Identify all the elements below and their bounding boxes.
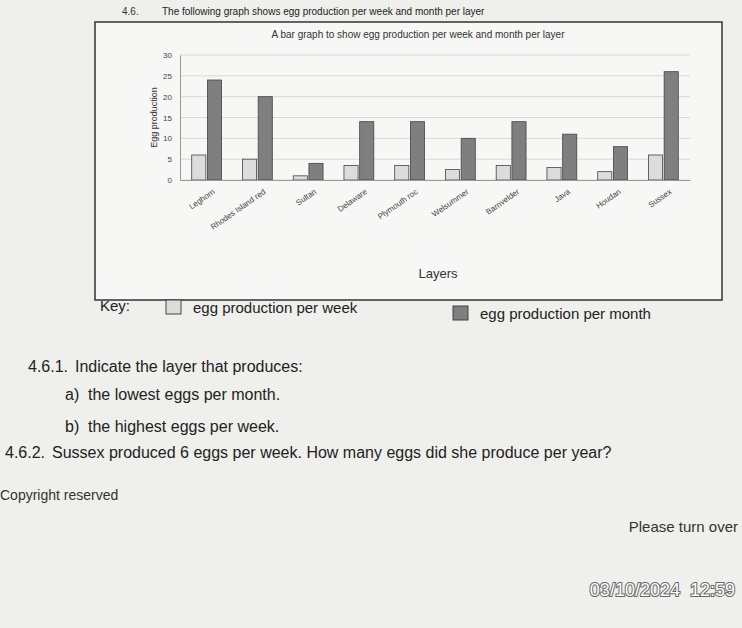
x-tick: Houdan	[594, 180, 622, 211]
bar	[512, 122, 526, 180]
part-text: the highest eggs per week.	[88, 418, 279, 435]
bar	[360, 122, 374, 180]
heading-number: 4.6.	[122, 6, 139, 17]
y-tick: 25	[163, 72, 180, 81]
y-axis: 0 5 10 15 20 25 30	[163, 51, 180, 185]
y-tick: 15	[163, 114, 180, 123]
x-tick: Sultan	[294, 180, 318, 208]
question-text: Indicate the layer that produces:	[75, 358, 303, 375]
x-tick: Leghorn	[187, 180, 216, 211]
bar	[445, 170, 459, 180]
question-text: Sussex produced 6 eggs per week. How man…	[52, 444, 612, 461]
x-tick: Delaware	[336, 180, 369, 214]
x-axis-title: Layers	[418, 266, 458, 281]
legend: egg production per week egg production pe…	[166, 299, 651, 322]
grid-line	[180, 75, 690, 76]
y-tick: 5	[168, 155, 180, 164]
footer-left: Copyright reserved	[0, 487, 118, 503]
grid-line	[180, 117, 690, 118]
x-tick-label: Delaware	[336, 187, 369, 214]
bar	[395, 165, 409, 180]
x-tick-label: Leghorn	[187, 187, 216, 211]
x-tick-label: Java	[553, 187, 572, 204]
grid	[180, 55, 690, 180]
y-tick-label: 25	[163, 72, 172, 81]
bars	[192, 72, 679, 180]
y-tick-label: 30	[163, 51, 172, 60]
part-label: b)	[65, 418, 79, 435]
x-tick-label: Sultan	[294, 187, 318, 207]
bar	[192, 155, 206, 180]
legend-label: egg production per week	[193, 299, 358, 316]
bar	[496, 165, 510, 180]
y-tick: 20	[163, 93, 180, 102]
y-tick: 0	[168, 176, 180, 185]
grid-line	[180, 96, 690, 97]
y-axis-title: Egg production	[149, 87, 159, 148]
y-axis-line	[180, 56, 181, 181]
x-tick: Barnvelder	[484, 180, 521, 217]
grid-line	[180, 55, 690, 56]
y-tick-label: 5	[168, 155, 173, 164]
x-axis-line	[181, 180, 691, 181]
y-tick-label: 15	[163, 114, 172, 123]
legend-swatch	[166, 300, 181, 314]
x-tick: Plymouth roc	[376, 180, 419, 221]
x-tick-label: Sussex	[647, 187, 674, 209]
question-number: 4.6.2.	[5, 444, 45, 461]
y-tick-label: 20	[163, 93, 172, 102]
question-number: 4.6.1.	[28, 358, 68, 375]
y-tick: 10	[163, 134, 180, 143]
x-tick-label: Houdan	[594, 187, 622, 210]
footer-right: Please turn over	[629, 518, 738, 535]
x-tick: Sussex	[647, 180, 674, 210]
bar	[648, 155, 662, 180]
bar	[242, 159, 256, 180]
x-tick: Java	[553, 180, 572, 204]
grid-line	[180, 138, 690, 139]
bar	[293, 176, 307, 180]
bar	[410, 122, 424, 180]
x-tick-label: Welsummer	[430, 187, 470, 219]
bar	[598, 172, 612, 180]
legend-label: egg production per month	[480, 305, 651, 322]
y-tick: 30	[163, 51, 180, 60]
x-tick-label: Rhodes Island red	[209, 187, 267, 232]
bar	[309, 163, 323, 180]
legend-swatch	[453, 306, 468, 320]
bar	[664, 72, 678, 180]
timestamp: 03/10/2024 12:59	[590, 580, 735, 600]
chart-title: A bar graph to show egg production per w…	[272, 29, 566, 40]
heading: The following graph shows egg production…	[162, 6, 485, 17]
y-tick-label: 0	[168, 176, 173, 185]
bar	[344, 165, 358, 180]
y-tick-label: 10	[163, 134, 172, 143]
bar	[258, 97, 272, 180]
part-text: the lowest eggs per month.	[88, 386, 280, 403]
x-tick: Welsummer	[430, 180, 470, 219]
x-tick-label: Plymouth roc	[376, 187, 419, 221]
bar	[547, 168, 561, 181]
x-tick: Rhodes Island red	[209, 180, 267, 232]
x-axis: LeghornRhodes Island red Sultan Delaware Pl…	[181, 180, 691, 232]
bar	[461, 138, 475, 180]
page: 4.6. The following graph shows egg produc…	[0, 0, 742, 628]
bar	[563, 134, 577, 180]
key-label: Key:	[100, 297, 130, 314]
bar	[613, 147, 627, 180]
part-label: a)	[65, 386, 79, 403]
x-tick-label: Barnvelder	[484, 187, 521, 217]
bar	[207, 80, 221, 180]
chart-frame	[95, 22, 722, 300]
